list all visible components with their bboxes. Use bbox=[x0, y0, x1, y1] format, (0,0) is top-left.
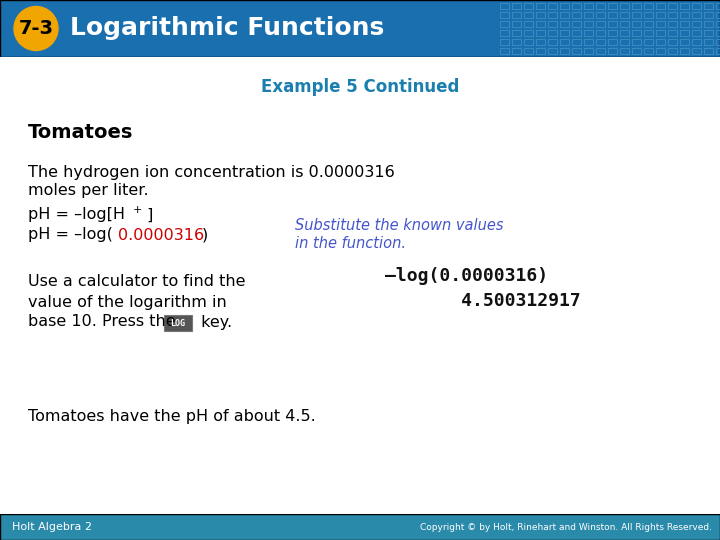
FancyBboxPatch shape bbox=[0, 514, 720, 540]
Text: LOG: LOG bbox=[171, 319, 186, 327]
Text: 4.500312917: 4.500312917 bbox=[385, 292, 581, 310]
Text: ): ) bbox=[202, 227, 208, 242]
Text: base 10. Press the: base 10. Press the bbox=[28, 314, 176, 329]
Text: Tomatoes have the pH of about 4.5.: Tomatoes have the pH of about 4.5. bbox=[28, 409, 316, 424]
Text: –log(0.0000316): –log(0.0000316) bbox=[385, 267, 548, 285]
Text: in the function.: in the function. bbox=[295, 235, 406, 251]
Text: ]: ] bbox=[142, 207, 153, 222]
Text: The hydrogen ion concentration is 0.0000316: The hydrogen ion concentration is 0.0000… bbox=[28, 165, 395, 179]
Text: Logarithmic Functions: Logarithmic Functions bbox=[70, 17, 384, 40]
Text: Copyright © by Holt, Rinehart and Winston. All Rights Reserved.: Copyright © by Holt, Rinehart and Winsto… bbox=[420, 523, 712, 531]
Text: +: + bbox=[133, 205, 143, 215]
FancyBboxPatch shape bbox=[0, 0, 720, 57]
Text: pH = –log(: pH = –log( bbox=[28, 227, 113, 242]
Text: Use a calculator to find the: Use a calculator to find the bbox=[28, 274, 246, 289]
Text: Holt Algebra 2: Holt Algebra 2 bbox=[12, 522, 92, 532]
Text: key.: key. bbox=[196, 314, 232, 329]
Text: value of the logarithm in: value of the logarithm in bbox=[28, 294, 227, 309]
FancyBboxPatch shape bbox=[164, 315, 192, 331]
Text: pH = –log[H: pH = –log[H bbox=[28, 207, 125, 222]
Text: moles per liter.: moles per liter. bbox=[28, 183, 148, 198]
Text: 0.0000316: 0.0000316 bbox=[118, 227, 204, 242]
Text: Tomatoes: Tomatoes bbox=[28, 123, 133, 141]
Text: 7-3: 7-3 bbox=[19, 19, 53, 38]
Circle shape bbox=[14, 6, 58, 51]
Text: Example 5 Continued: Example 5 Continued bbox=[261, 78, 459, 96]
Text: Substitute the known values: Substitute the known values bbox=[295, 219, 503, 233]
